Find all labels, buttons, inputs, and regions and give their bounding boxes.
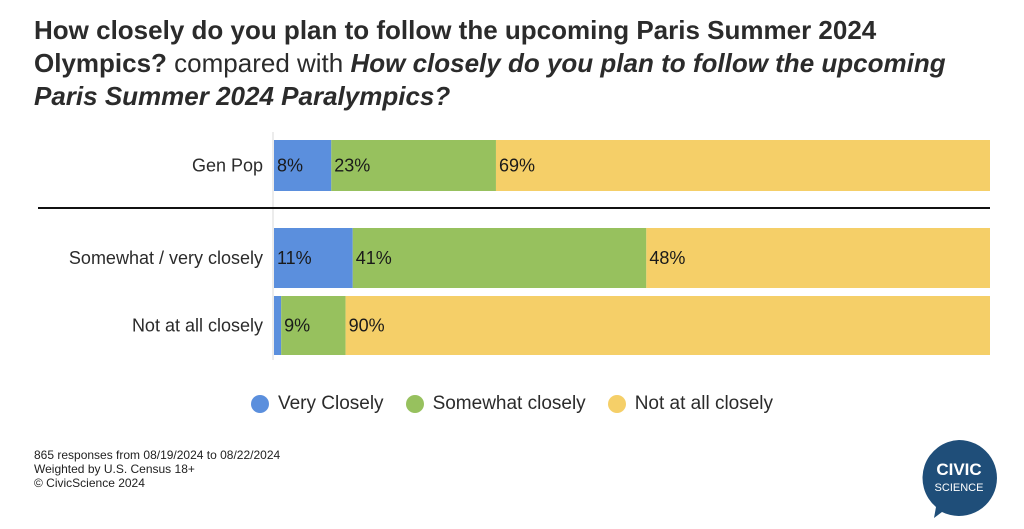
data-label-gen-pop-not-at-all-closely: 69%	[499, 156, 535, 176]
category-label-not-at-all-closely: Not at all closely	[132, 316, 263, 336]
legend-label-not-at-all-closely: Not at all closely	[634, 393, 774, 414]
data-label-somewhat-very-closely-not-at-all-closely: 48%	[649, 248, 685, 268]
legend-label-somewhat-closely: Somewhat closely	[432, 393, 586, 414]
footnote-weighting: Weighted by U.S. Census 18+	[34, 462, 195, 476]
data-label-somewhat-very-closely-somewhat-closely: 41%	[356, 248, 392, 268]
legend-swatch-somewhat-closely	[405, 395, 424, 413]
bar-not-at-all-closely-not-at-all-closely	[345, 296, 991, 355]
category-label-somewhat-very-closely: Somewhat / very closely	[69, 248, 263, 268]
bar-somewhat-very-closely-very-closely	[274, 228, 353, 288]
chart-legend: Very Closely Somewhat closely Not at all c…	[0, 391, 1024, 417]
legend-item-somewhat-closely: Somewhat closely	[405, 393, 586, 415]
legend-swatch-not-at-all-closely	[607, 395, 626, 413]
logo-text-civic: CIVIC	[936, 460, 981, 479]
title-connector: compared with	[166, 48, 351, 78]
legend-item-not-at-all-closely: Not at all closely	[607, 393, 774, 415]
chart-title: How closely do you plan to follow the up…	[34, 14, 994, 113]
footnote-copyright: © CivicScience 2024	[34, 476, 145, 490]
data-label-gen-pop-somewhat-closely: 23%	[334, 156, 370, 176]
data-label-gen-pop-very-closely: 8%	[277, 156, 303, 176]
legend-label-very-closely: Very Closely	[277, 393, 384, 414]
footnote-responses: 865 responses from 08/19/2024 to 08/22/2…	[34, 448, 281, 462]
bar-gen-pop-somewhat-closely	[331, 140, 496, 191]
logo-text-science: SCIENCE	[935, 482, 984, 494]
legend-item-very-closely: Very Closely	[250, 393, 384, 415]
data-label-somewhat-very-closely-very-closely: 11%	[277, 248, 312, 268]
bar-gen-pop-not-at-all-closely	[495, 140, 990, 191]
civicscience-logo: CIVIC SCIENCE	[918, 437, 1000, 519]
bar-not-at-all-closely-somewhat-closely	[281, 296, 346, 355]
title-question-paralympics: How closely do you plan to follow the up…	[34, 48, 946, 111]
data-label-not-at-all-closely-not-at-all-closely: 90%	[349, 316, 385, 336]
legend-swatch-very-closely	[250, 395, 269, 413]
bar-somewhat-very-closely-somewhat-closely	[352, 228, 647, 288]
stacked-bar-chart: Gen Pop 8% 23% 69% Somewhat / very closely 11…	[38, 132, 991, 360]
title-question-olympics: How closely do you plan to follow the up…	[34, 15, 877, 78]
category-label-gen-pop: Gen Pop	[192, 156, 263, 176]
bar-gen-pop-very-closely	[274, 140, 332, 191]
footnote: 865 responses from 08/19/2024 to 08/22/2…	[34, 448, 280, 490]
bar-somewhat-very-closely-not-at-all-closely	[646, 228, 990, 288]
bar-not-at-all-closely-very-closely	[274, 296, 282, 355]
data-label-not-at-all-closely-somewhat-closely: 9%	[284, 316, 310, 336]
